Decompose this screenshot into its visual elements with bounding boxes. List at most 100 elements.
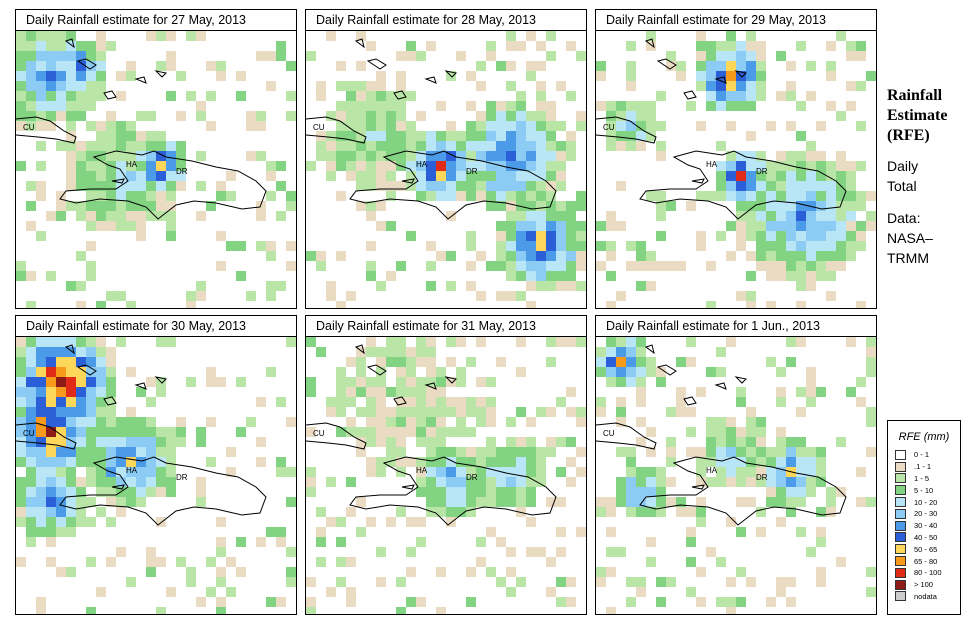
rainfall-cell (406, 387, 416, 397)
coastline-outline (306, 344, 557, 526)
rainfall-cell (726, 121, 736, 131)
legend-class: nodata (888, 591, 960, 603)
rainfall-cell (596, 397, 606, 407)
rainfall-cell (506, 467, 516, 477)
product-title-line2: Estimate (887, 107, 948, 124)
rainfall-cell (546, 261, 556, 271)
rainfall-cell (26, 357, 36, 367)
rainfall-cell (186, 31, 196, 41)
rainfall-cell (396, 347, 406, 357)
rainfall-cell (166, 457, 176, 467)
rainfall-cell (796, 527, 806, 537)
legend-swatch (895, 579, 906, 590)
rainfall-cell (826, 201, 836, 211)
rainfall-cell (36, 487, 46, 497)
rainfall-cell (726, 51, 736, 61)
rainfall-cell (836, 437, 846, 447)
rainfall-cell (426, 281, 436, 291)
rainfall-cell (436, 251, 446, 261)
rainfall-cell (386, 517, 396, 527)
rainfall-cell (796, 281, 806, 291)
rainfall-cell (626, 111, 636, 121)
rainfall-cell (146, 161, 156, 171)
rainfall-cell (716, 91, 726, 101)
rainfall-cell (816, 251, 826, 261)
rainfall-cell (826, 101, 836, 111)
rainfall-cell (816, 537, 826, 547)
rainfall-cell (366, 131, 376, 141)
rainfall-cell (796, 477, 806, 487)
rainfall-cell (456, 397, 466, 407)
rainfall-cell (376, 397, 386, 407)
rainfall-cell (36, 111, 46, 121)
rainfall-cell (676, 397, 686, 407)
rainfall-cell (456, 427, 466, 437)
rainfall-cell (96, 171, 106, 181)
rainfall-cell (766, 357, 776, 367)
rainfall-cell (756, 467, 766, 477)
rainfall-cell (256, 121, 266, 131)
rainfall-cell (776, 231, 786, 241)
rainfall-cell (656, 211, 666, 221)
rainfall-cell (766, 477, 776, 487)
rainfall-cell (166, 151, 176, 161)
rainfall-cell (346, 121, 356, 131)
rainfall-cell (406, 567, 416, 577)
rainfall-cell (716, 61, 726, 71)
rainfall-cell (546, 191, 556, 201)
rainfall-cell (146, 31, 156, 41)
rainfall-cell (706, 71, 716, 81)
rainfall-cell (506, 241, 516, 251)
rainfall-cell (106, 291, 116, 301)
rainfall-cell (466, 151, 476, 161)
rainfall-cell (556, 201, 566, 211)
rainfall-cell (566, 251, 576, 261)
rainfall-cell (536, 41, 546, 51)
rainfall-cell (516, 467, 526, 477)
rainfall-cell (536, 407, 546, 417)
rainfall-cell (96, 507, 106, 517)
rainfall-cell (146, 557, 156, 567)
rainfall-cell (436, 101, 446, 111)
rainfall-cell (716, 457, 726, 467)
rainfall-cell (386, 161, 396, 171)
rainfall-cell (576, 241, 586, 251)
rainfall-cell (846, 41, 856, 51)
rainfall-cell (46, 387, 56, 397)
rainfall-cell (16, 111, 26, 121)
rainfall-cell (486, 497, 496, 507)
rainfall-cell (76, 281, 86, 291)
rainfall-cell (36, 407, 46, 417)
rainfall-cell (756, 417, 766, 427)
rainfall-cell (356, 357, 366, 367)
rainfall-cell (86, 241, 96, 251)
rainfall-cell (546, 357, 556, 367)
rainfall-cell (776, 397, 786, 407)
rainfall-cell (796, 337, 806, 347)
rainfall-cell (556, 211, 566, 221)
rainfall-cell (26, 81, 36, 91)
rainfall-cell (556, 397, 566, 407)
rainfall-cell (196, 281, 206, 291)
rainfall-cell (146, 377, 156, 387)
rainfall-cell (746, 477, 756, 487)
rainfall-cell (726, 61, 736, 71)
rainfall-cell (486, 397, 496, 407)
rainfall-cell (46, 377, 56, 387)
rainfall-cell (66, 131, 76, 141)
rainfall-cell (516, 231, 526, 241)
rainfall-cell (366, 241, 376, 251)
rainfall-cell (46, 467, 56, 477)
rainfall-cell (56, 357, 66, 367)
rainfall-cell (436, 457, 446, 467)
rainfall-cell (106, 447, 116, 457)
rainfall-cell (646, 447, 656, 457)
rainfall-cell (476, 171, 486, 181)
rainfall-cell (786, 61, 796, 71)
rainfall-cell (856, 497, 866, 507)
rainfall-cell (696, 567, 706, 577)
rainfall-cell (636, 251, 646, 261)
rainfall-cell (746, 437, 756, 447)
rainfall-cell (496, 291, 506, 301)
rainfall-cell (796, 301, 806, 308)
